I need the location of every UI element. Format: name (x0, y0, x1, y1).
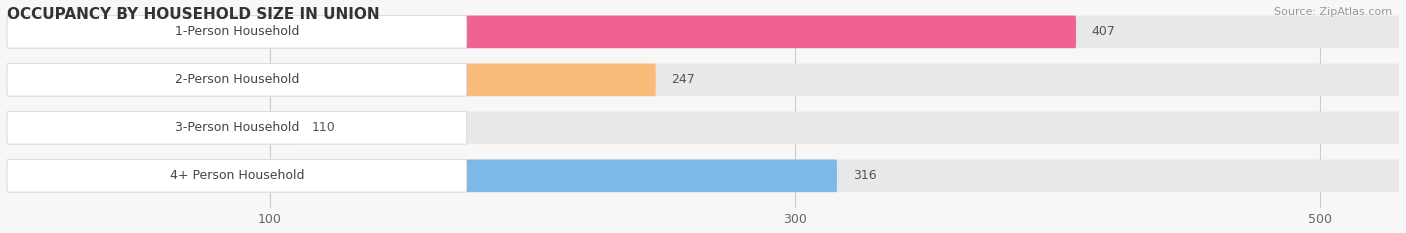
Text: OCCUPANCY BY HOUSEHOLD SIZE IN UNION: OCCUPANCY BY HOUSEHOLD SIZE IN UNION (7, 7, 380, 22)
FancyBboxPatch shape (7, 112, 295, 144)
Text: 2-Person Household: 2-Person Household (174, 73, 299, 86)
Text: 407: 407 (1091, 25, 1115, 38)
Text: 3-Person Household: 3-Person Household (174, 121, 299, 134)
FancyBboxPatch shape (7, 160, 1399, 192)
Text: 4+ Person Household: 4+ Person Household (170, 169, 304, 182)
FancyBboxPatch shape (7, 160, 837, 192)
FancyBboxPatch shape (7, 16, 467, 48)
FancyBboxPatch shape (7, 64, 467, 96)
Text: 110: 110 (312, 121, 336, 134)
FancyBboxPatch shape (7, 160, 467, 192)
Text: Source: ZipAtlas.com: Source: ZipAtlas.com (1274, 7, 1392, 17)
Text: 1-Person Household: 1-Person Household (174, 25, 299, 38)
FancyBboxPatch shape (7, 64, 655, 96)
Text: 316: 316 (852, 169, 876, 182)
FancyBboxPatch shape (7, 64, 1399, 96)
FancyBboxPatch shape (7, 16, 1399, 48)
FancyBboxPatch shape (7, 16, 1076, 48)
FancyBboxPatch shape (7, 112, 1399, 144)
Text: 247: 247 (672, 73, 695, 86)
FancyBboxPatch shape (7, 112, 467, 144)
